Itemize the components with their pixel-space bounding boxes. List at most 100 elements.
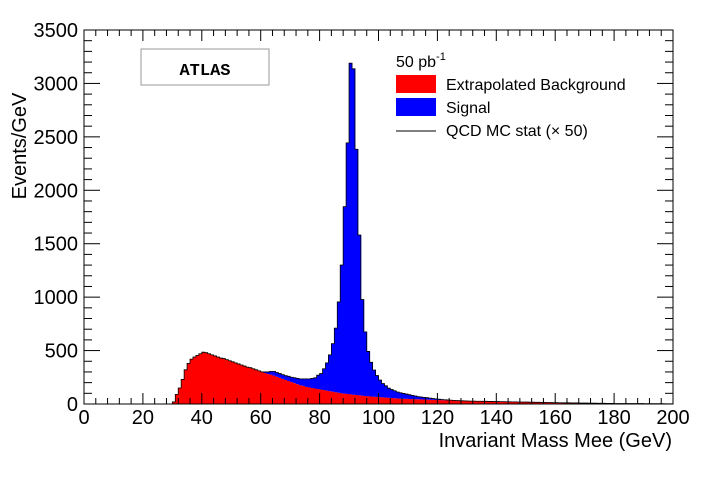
bar-signal-94	[360, 299, 365, 396]
bar-background-124	[449, 400, 453, 404]
bar-signal-105	[393, 390, 397, 399]
bar-signal-92	[354, 149, 359, 396]
bar-signal-108	[402, 393, 406, 399]
bar-signal-67	[281, 374, 285, 379]
bar-background-104	[390, 398, 394, 404]
bar-background-112	[413, 399, 418, 404]
bar-signal-110	[407, 394, 412, 399]
x-tick-label-140: 140	[480, 407, 513, 429]
bar-background-144	[508, 401, 512, 404]
bar-background-116	[425, 399, 429, 404]
bar-background-107	[399, 398, 403, 404]
bar-background-39	[198, 353, 203, 404]
bar-background-77	[310, 387, 315, 404]
bar-signal-116	[425, 397, 429, 400]
bar-signal-81	[322, 368, 326, 391]
legend-entry-signal: Signal	[446, 100, 490, 117]
bar-signal-82	[325, 362, 329, 391]
bar-signal-87	[340, 265, 344, 394]
bar-background-57	[251, 368, 256, 404]
bar-background-63	[269, 374, 273, 404]
bar-signal-83	[328, 354, 332, 392]
bar-background-164	[566, 402, 571, 404]
bar-background-91	[351, 394, 356, 404]
bar-background-160	[555, 402, 559, 404]
bar-background-44	[213, 355, 217, 404]
legend-swatch-background	[396, 75, 436, 93]
bar-signal-61	[263, 371, 267, 374]
bar-background-37	[192, 356, 197, 404]
bar-background-43	[210, 354, 214, 404]
bar-background-84	[331, 391, 335, 404]
bar-signal-77	[310, 378, 315, 388]
bar-background-166	[572, 402, 577, 404]
bar-background-167	[575, 402, 580, 404]
bar-background-50	[231, 361, 235, 404]
bar-signal-88	[343, 206, 347, 394]
bar-signal-107	[399, 392, 403, 399]
bar-background-117	[428, 399, 432, 404]
bar-background-115	[422, 399, 427, 404]
bar-signal-85	[334, 328, 338, 393]
legend: 50 pb-1 Extrapolated Background Signal Q…	[396, 51, 626, 140]
bar-background-157	[546, 402, 550, 404]
bar-background-31	[175, 394, 179, 404]
bar-signal-103	[387, 388, 391, 398]
bar-background-99	[375, 396, 379, 404]
bar-background-113	[416, 399, 421, 404]
x-tick-label-0: 0	[78, 407, 89, 429]
bar-signal-120	[437, 399, 441, 401]
bar-background-45	[216, 356, 220, 404]
bar-background-108	[402, 398, 406, 404]
bar-signal-117	[428, 398, 432, 400]
bar-background-70	[290, 382, 294, 404]
bar-background-109	[405, 398, 409, 404]
bar-background-81	[322, 390, 326, 404]
bar-background-162	[561, 402, 565, 404]
bar-background-130	[466, 401, 471, 404]
legend-entry-background: Extrapolated Background	[446, 77, 626, 94]
bar-background-159	[552, 402, 556, 404]
bar-background-52	[237, 363, 241, 404]
bar-background-140	[496, 401, 500, 404]
x-tick-label-160: 160	[539, 407, 572, 429]
bar-background-86	[337, 392, 341, 404]
bar-signal-63	[269, 371, 273, 375]
bar-background-151	[528, 402, 533, 404]
bar-background-41	[204, 352, 209, 404]
bar-background-138	[490, 401, 494, 404]
bar-background-106	[396, 398, 400, 404]
bar-background-36	[190, 359, 194, 404]
bar-background-51	[234, 362, 238, 404]
axis-tick-labels: 0 20 40 60 80 100 120 140 160 180 2000500100015002…	[34, 20, 690, 429]
bar-background-72	[296, 384, 300, 404]
bar-background-47	[222, 358, 226, 404]
bar-signal-84	[331, 343, 335, 392]
bar-background-153	[534, 402, 538, 404]
bar-background-97	[369, 396, 374, 404]
bar-background-83	[328, 391, 332, 404]
x-tick-label-60: 60	[250, 407, 272, 429]
bar-background-71	[293, 383, 297, 404]
bar-signal-76	[307, 378, 312, 388]
bar-background-163	[564, 402, 568, 404]
bar-background-66	[278, 377, 282, 404]
bar-signal-114	[419, 397, 424, 400]
bar-background-69	[287, 381, 291, 404]
plot-frame	[83, 29, 674, 405]
bar-signal-102	[384, 385, 388, 398]
bar-signal-99	[375, 375, 379, 397]
bar-signal-89	[346, 142, 350, 394]
bar-background-89	[346, 393, 350, 404]
bar-background-34	[184, 369, 188, 404]
bar-signal-74	[301, 378, 306, 386]
axis-ticks	[83, 29, 674, 405]
bar-background-98	[372, 396, 376, 404]
bar-background-146	[513, 401, 518, 404]
bar-signal-65	[275, 372, 279, 377]
bar-background-141	[499, 401, 503, 404]
bar-background-121	[440, 400, 444, 404]
bar-background-154	[537, 402, 541, 404]
bar-background-93	[357, 395, 362, 404]
bar-signal-68	[284, 375, 288, 380]
